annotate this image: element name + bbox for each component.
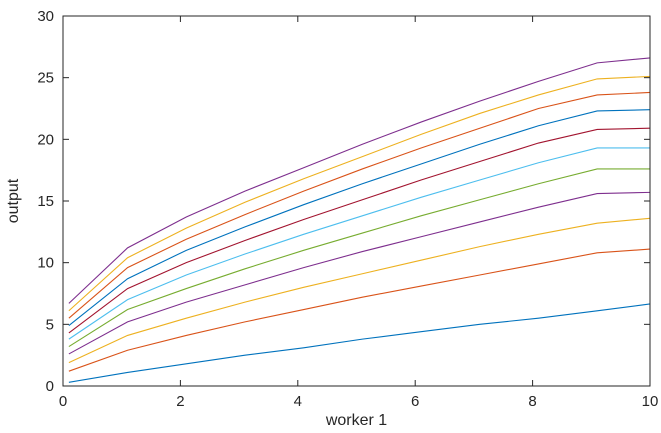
x-tick-label: 2 [176,393,184,410]
series-line-10 [68,75,651,312]
y-tick-label: 10 [37,255,54,272]
x-tick-label: 10 [642,393,659,410]
x-axis-title: worker 1 [325,412,387,429]
x-tick-label: 8 [528,393,536,410]
series-line-11 [68,57,651,304]
series-line-4 [68,191,651,355]
y-axis: 0 5 10 15 20 25 30 [37,8,650,395]
y-tick-label: 5 [46,316,54,333]
x-tick-label: 4 [294,393,302,410]
plot-frame [62,15,651,387]
y-axis-title: output [5,178,22,223]
series-line-2 [68,248,651,372]
x-tick-label: 0 [59,393,67,410]
y-tick-label: 0 [46,378,54,395]
series-line-3 [68,217,651,364]
x-axis: 0 2 4 6 8 10 [59,16,659,410]
series-line-5 [68,168,650,347]
y-tick-label: 25 [37,70,54,87]
x-tick-label: 6 [411,393,419,410]
series-line-1 [68,303,651,383]
series-line-9 [68,91,651,319]
series-line-6 [68,147,650,340]
y-tick-label: 30 [37,8,54,25]
series-line-7 [68,127,651,334]
series-layer [68,57,651,383]
y-tick-label: 20 [37,131,54,148]
y-tick-label: 15 [37,193,54,210]
series-line-8 [68,109,651,326]
